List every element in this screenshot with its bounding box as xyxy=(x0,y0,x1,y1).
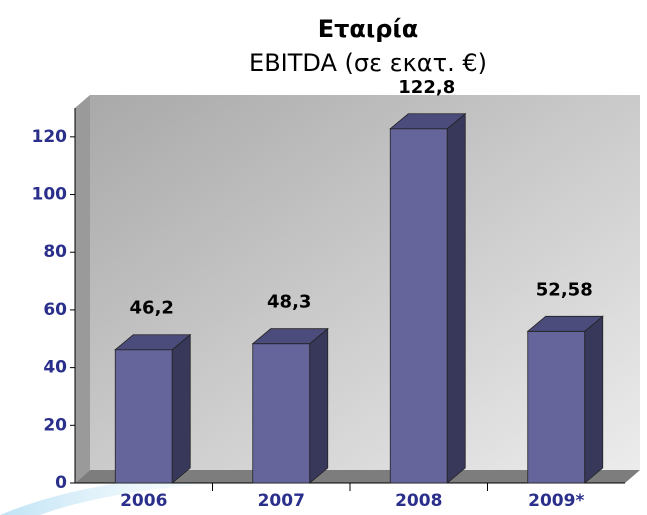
y-tick-label: 0 xyxy=(55,473,67,493)
value-label: 52,58 xyxy=(536,279,593,300)
bar-side xyxy=(446,112,466,484)
value-label: 46,2 xyxy=(130,298,174,319)
x-tick-label: 2009* xyxy=(528,491,584,511)
bar-top xyxy=(389,113,467,130)
chart-subtitle: EBITDA (σε εκατ. €) xyxy=(249,49,487,77)
x-tick-label: 2007 xyxy=(258,491,305,511)
x-tick-label: 2006 xyxy=(120,491,167,511)
x-tick-label: 2008 xyxy=(395,491,442,511)
y-tick-label: 100 xyxy=(32,185,68,205)
side-wall xyxy=(75,95,90,483)
bar-top xyxy=(526,315,604,332)
back-wall xyxy=(90,95,640,470)
bar-top xyxy=(114,334,192,351)
bar-side xyxy=(584,315,604,484)
bar-side xyxy=(171,333,191,484)
bar xyxy=(114,349,173,484)
bar-top xyxy=(251,328,329,345)
value-label: 122,8 xyxy=(398,77,455,98)
y-tick-label: 20 xyxy=(43,415,67,435)
bar xyxy=(389,128,448,484)
y-tick-label: 40 xyxy=(43,358,67,378)
y-tick-label: 60 xyxy=(43,300,67,320)
y-tick-label: 120 xyxy=(32,127,68,147)
bar-side xyxy=(309,327,329,484)
y-tick-label: 80 xyxy=(43,242,67,262)
plot-area: 0 20 40 60 80 100 120 2006 46,2 2007 48,3 2008 122,8… xyxy=(32,77,640,511)
bar xyxy=(527,330,586,484)
chart-title: Εταιρία xyxy=(318,15,419,43)
floor xyxy=(75,470,640,483)
value-label: 48,3 xyxy=(267,292,311,313)
bar xyxy=(252,343,311,484)
